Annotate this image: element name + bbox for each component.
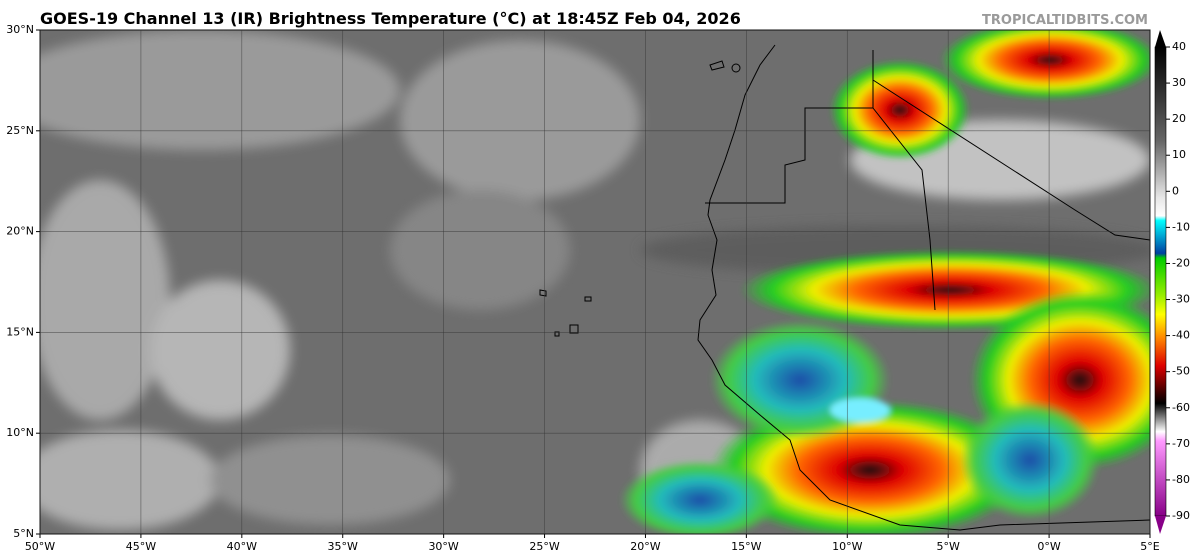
colorbar-tick-label: -40 xyxy=(1172,329,1190,342)
colorbar-tick-label: 40 xyxy=(1172,40,1186,53)
lat-tick-label: 25°N xyxy=(6,124,34,137)
colorbar-tick-label: 10 xyxy=(1172,148,1186,161)
lat-tick-label: 30°N xyxy=(6,23,34,36)
lat-tick-label: 10°N xyxy=(6,426,34,439)
colorbar-tick-label: -50 xyxy=(1172,365,1190,378)
watermark: TROPICALTIDBITS.COM xyxy=(982,13,1148,28)
lon-tick-label: 35°W xyxy=(328,540,358,553)
lon-tick-label: 5°W xyxy=(936,540,959,553)
lon-tick-label: 25°W xyxy=(529,540,559,553)
lon-tick-label: 45°W xyxy=(126,540,156,553)
lon-tick-label: 0°W xyxy=(1037,540,1060,553)
lat-tick-label: 20°N xyxy=(6,225,34,238)
colorbar-tick-label: -30 xyxy=(1172,293,1190,306)
lon-tick-label: 15°W xyxy=(731,540,761,553)
lon-tick-label: 20°W xyxy=(630,540,660,553)
imagery xyxy=(40,30,1150,534)
colorbar-tick-label: -10 xyxy=(1172,220,1190,233)
colorbar-arrow xyxy=(1155,516,1166,534)
colorbar-tick-label: 0 xyxy=(1172,184,1179,197)
colorbar-tick-label: -70 xyxy=(1172,437,1190,450)
lon-tick-label: 30°W xyxy=(428,540,458,553)
colorbar-tick-label: -90 xyxy=(1172,509,1190,522)
colorbar-tick-label: -60 xyxy=(1172,401,1190,414)
colorbar xyxy=(1154,46,1167,517)
lat-tick-label: 5°N xyxy=(13,527,34,540)
colorbar-tick-label: 20 xyxy=(1172,112,1186,125)
lon-tick-label: 50°W xyxy=(25,540,55,553)
lon-tick-label: 10°W xyxy=(832,540,862,553)
lon-tick-label: 40°W xyxy=(227,540,257,553)
colorbar-tick-label: -80 xyxy=(1172,473,1190,486)
lat-tick-label: 15°N xyxy=(6,325,34,338)
colorbar-tick-label: -20 xyxy=(1172,256,1190,269)
title: GOES-19 Channel 13 (IR) Brightness Tempe… xyxy=(40,9,741,28)
colorbar-arrow xyxy=(1155,30,1166,47)
colorbar-tick-label: 30 xyxy=(1172,76,1186,89)
lon-tick-label: 5°E xyxy=(1140,540,1159,553)
